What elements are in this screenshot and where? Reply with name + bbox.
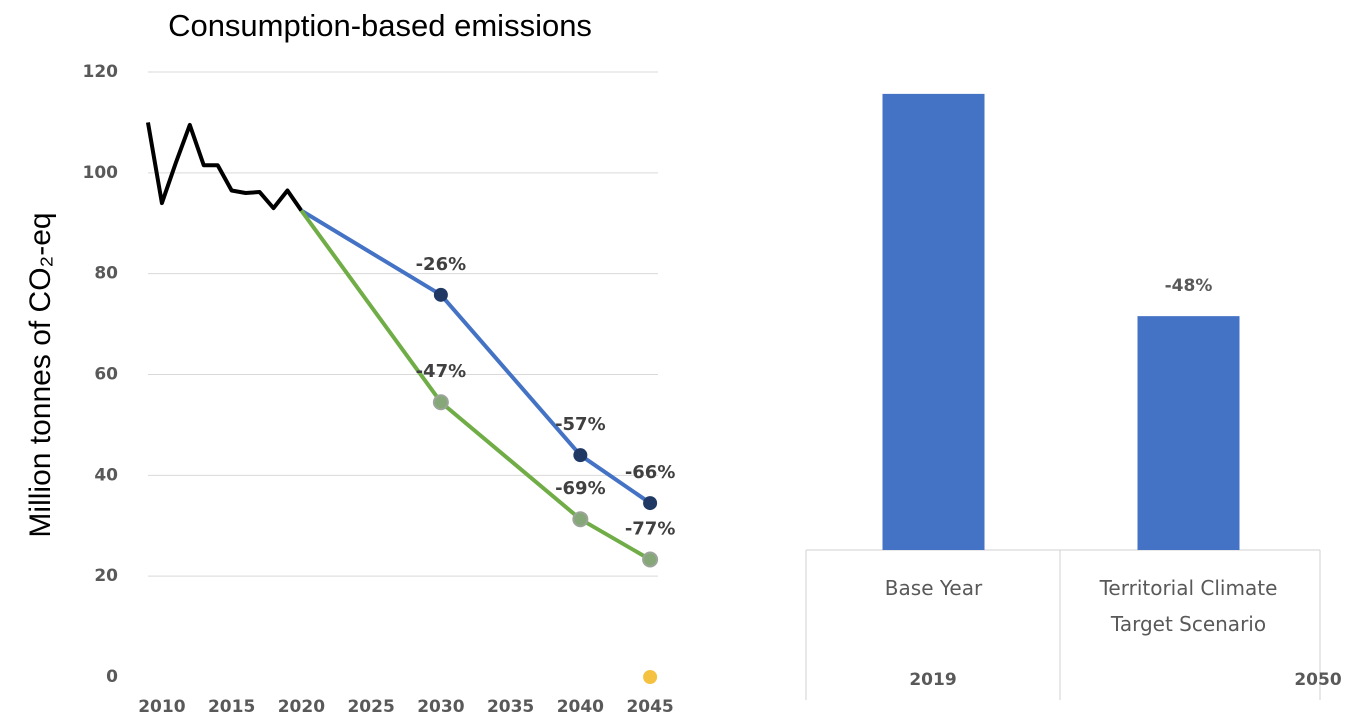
point <box>643 670 658 684</box>
y-tick-label: 20 <box>94 566 118 586</box>
point <box>573 448 588 463</box>
x-tick-label: Territorial Climate Target Scenario <box>1099 576 1278 636</box>
group-label: 2019 <box>909 670 956 690</box>
chart-title: Consumption-based emissions <box>168 8 592 43</box>
line <box>300 208 652 505</box>
x-tick-label: Base Year <box>884 576 983 600</box>
category-label: Base Year <box>884 576 983 600</box>
y-axis-label: Million tonnes of CO₂-eq <box>24 212 57 537</box>
x-tick-label: 2020 <box>278 697 325 717</box>
line <box>299 209 652 562</box>
point <box>642 551 659 568</box>
category-label: Territorial Climate Target Scenario <box>1099 576 1278 636</box>
point <box>643 496 658 511</box>
y-tick-label: 100 <box>83 163 119 183</box>
y-tick-label: 120 <box>83 62 119 82</box>
x-tick-label: 2030 <box>417 697 464 717</box>
group-label: 2050 <box>1294 670 1341 690</box>
x-tick-label: 2040 <box>557 697 604 717</box>
data-label: -69% <box>555 478 606 499</box>
x-tick-label: 2010 <box>138 697 185 717</box>
x-tick-label: 2045 <box>626 697 673 717</box>
data-label: -26% <box>416 254 467 275</box>
bar <box>882 93 985 550</box>
point <box>572 511 589 528</box>
data-label: -48% <box>1165 276 1213 296</box>
point <box>432 394 449 411</box>
y-tick-label: 80 <box>94 264 118 284</box>
y-tick-label: 40 <box>94 465 118 485</box>
point <box>433 287 448 302</box>
bar <box>1137 316 1240 550</box>
x-tick-label: 2025 <box>347 697 394 717</box>
data-label: -47% <box>416 361 467 382</box>
data-label: -66% <box>625 462 676 483</box>
data-label: -77% <box>625 519 676 540</box>
y-tick-label: 0 <box>106 667 118 687</box>
data-label: -57% <box>555 414 606 435</box>
y-tick-label: 60 <box>94 365 118 385</box>
line <box>145 122 304 212</box>
x-tick-label: 2015 <box>208 697 255 717</box>
x-tick-label: 2035 <box>487 697 534 717</box>
